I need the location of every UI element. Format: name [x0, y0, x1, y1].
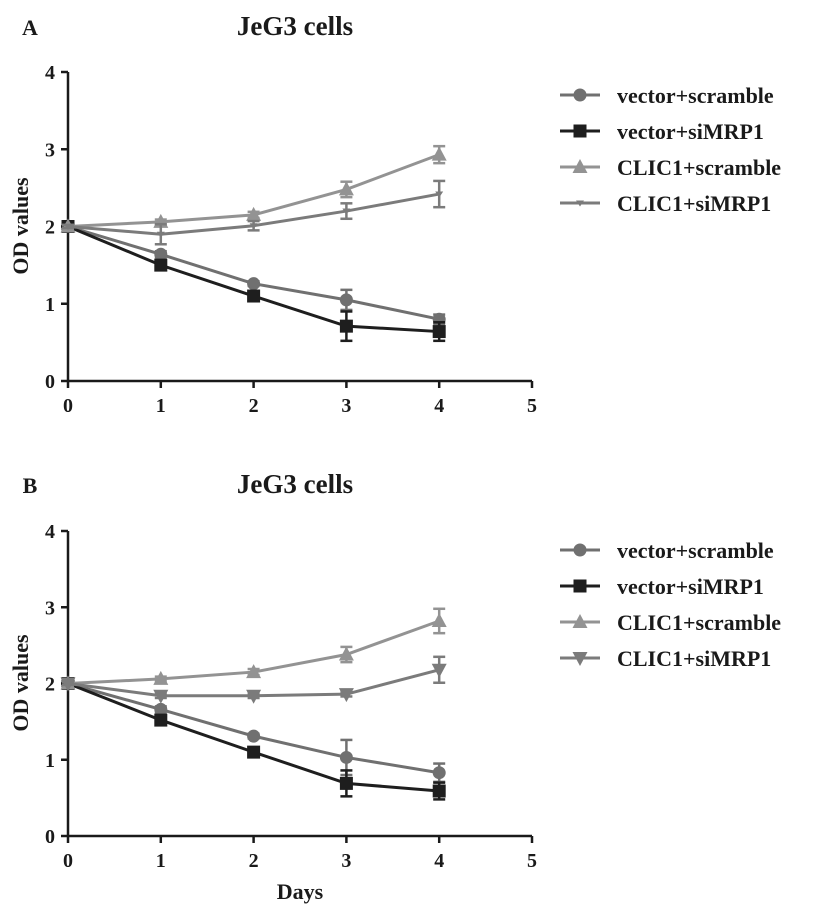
x-tick-label: 4: [434, 395, 444, 417]
x-tick-label: 4: [434, 850, 444, 872]
legend: vector+scramble vector+siMRP1 CLIC1+scramb…: [560, 83, 781, 216]
x-tick-label: 5: [527, 395, 537, 417]
legend-label: CLIC1+scramble: [617, 610, 781, 635]
series-3: [62, 179, 446, 246]
legend-marker: [572, 652, 588, 666]
chart-title: JeG3 cells: [237, 469, 353, 499]
series-2: [60, 607, 447, 690]
legend-marker: [573, 124, 587, 138]
data-point: [432, 766, 446, 780]
legend-marker: [573, 543, 587, 557]
data-point: [247, 277, 261, 291]
data-point: [342, 208, 351, 215]
y-axis-label: OD values: [8, 634, 33, 732]
legend-label: vector+siMRP1: [617, 574, 764, 599]
data-point: [339, 750, 353, 764]
data-point: [154, 247, 168, 261]
y-axis-label: OD values: [8, 177, 33, 275]
chart-title: JeG3 cells: [237, 11, 353, 41]
series-line: [67, 225, 440, 321]
data-point: [431, 663, 447, 678]
data-point: [339, 319, 353, 333]
legend-label: vector+scramble: [617, 83, 774, 108]
legend-marker: [576, 200, 584, 207]
data-point: [247, 729, 261, 743]
legend-marker: [572, 159, 588, 173]
legend-label: vector+siMRP1: [617, 119, 764, 144]
x-tick-label: 1: [156, 395, 166, 417]
x-tick-label: 3: [341, 850, 351, 872]
data-point: [154, 702, 168, 716]
panel-label: A: [22, 15, 38, 40]
y-tick-label: 0: [45, 826, 55, 848]
data-point: [246, 689, 262, 704]
legend: vector+scramble vector+siMRP1 CLIC1+scramb…: [560, 538, 781, 671]
y-tick-label: 3: [45, 597, 55, 619]
y-tick-label: 2: [45, 674, 55, 696]
plot-area: 0 1 2 3 4 0 1 2 3 4 5: [45, 521, 537, 872]
legend-label: CLIC1+siMRP1: [617, 646, 771, 671]
legend-marker: [573, 579, 587, 593]
panel-a: A JeG3 cells OD values 0 1 2 3 4 0 1 2 3 4 5 vecto…: [0, 0, 814, 454]
data-point: [60, 677, 76, 692]
series-2: [60, 144, 447, 233]
data-point: [339, 293, 353, 307]
x-tick-label: 2: [249, 395, 259, 417]
data-point: [431, 612, 447, 627]
y-tick-label: 4: [45, 62, 55, 84]
x-tick-label: 0: [63, 395, 73, 417]
data-point: [154, 713, 168, 727]
data-point: [249, 223, 258, 230]
y-tick-label: 4: [45, 521, 55, 543]
data-point: [432, 784, 446, 798]
x-tick-label: 5: [527, 850, 537, 872]
legend-item: vector+scramble: [560, 83, 774, 108]
y-tick-label: 3: [45, 139, 55, 161]
data-point: [431, 146, 447, 161]
series-0: [61, 220, 446, 326]
legend-marker: [573, 88, 587, 102]
legend-item: vector+siMRP1: [560, 119, 764, 144]
plot-area: 0 1 2 3 4 0 1 2 3 4 5: [45, 62, 537, 417]
y-tick-label: 1: [45, 750, 55, 772]
data-point: [156, 231, 165, 238]
data-point: [435, 191, 444, 198]
x-tick-label: 1: [156, 850, 166, 872]
data-point: [432, 325, 446, 339]
data-point: [246, 664, 262, 679]
data-point: [153, 670, 169, 685]
data-point: [154, 258, 168, 272]
legend-item: CLIC1+siMRP1: [560, 646, 771, 671]
legend-label: vector+scramble: [617, 538, 774, 563]
x-tick-label: 3: [341, 395, 351, 417]
x-axis-label: Days: [277, 879, 324, 904]
panel-label: B: [23, 473, 38, 498]
data-point: [246, 206, 262, 221]
legend-item: CLIC1+scramble: [560, 610, 781, 635]
y-tick-label: 0: [45, 371, 55, 393]
legend-label: CLIC1+scramble: [617, 155, 781, 180]
y-tick-label: 2: [45, 217, 55, 239]
data-point: [64, 224, 72, 230]
data-point: [153, 689, 169, 704]
series-3: [60, 655, 447, 704]
legend-item: vector+siMRP1: [560, 574, 764, 599]
data-point: [338, 181, 354, 196]
legend-marker: [572, 614, 588, 628]
data-point: [339, 776, 353, 790]
data-point: [247, 745, 261, 759]
x-tick-label: 0: [63, 850, 73, 872]
chart-a: A JeG3 cells OD values 0 1 2 3 4 0 1 2 3 4 5 vecto…: [8, 11, 781, 417]
legend-item: CLIC1+scramble: [560, 155, 781, 180]
legend-label: CLIC1+siMRP1: [617, 191, 771, 216]
x-tick-label: 2: [249, 850, 259, 872]
data-point: [338, 688, 354, 703]
data-point: [338, 646, 354, 661]
y-tick-label: 1: [45, 294, 55, 316]
legend-item: CLIC1+siMRP1: [560, 191, 771, 216]
legend-item: vector+scramble: [560, 538, 774, 563]
data-point: [247, 289, 261, 303]
